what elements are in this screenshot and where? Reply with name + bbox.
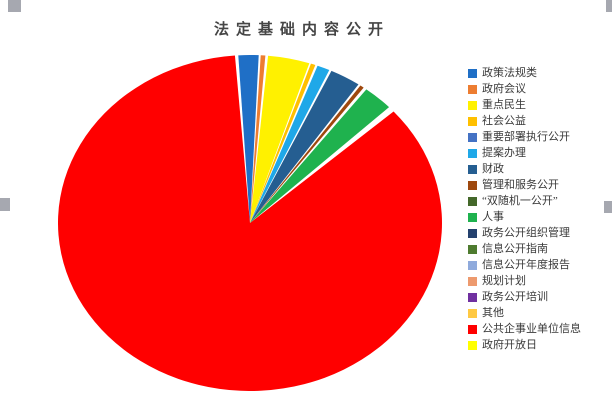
- pie-slice[interactable]: [250, 89, 390, 223]
- legend-swatch-icon: [468, 180, 477, 190]
- selection-handle-middle-right[interactable]: [604, 201, 612, 213]
- pie-slice[interactable]: [58, 55, 442, 391]
- pie-slice[interactable]: [250, 85, 364, 223]
- selection-handle-middle-left[interactable]: [0, 198, 10, 211]
- legend-swatch-icon: [468, 308, 477, 318]
- pie-slice[interactable]: [250, 55, 310, 224]
- legend-swatch-icon: [468, 324, 477, 334]
- legend-item[interactable]: 政务公开组织管理: [468, 225, 581, 241]
- legend-item[interactable]: 重要部署执行公开: [468, 129, 581, 145]
- legend-label: 财政: [482, 162, 504, 175]
- legend-swatch-icon: [468, 340, 477, 350]
- pie-slice[interactable]: [238, 55, 259, 223]
- legend-item[interactable]: 公共企事业单位信息: [468, 321, 581, 337]
- legend-swatch-icon: [468, 164, 477, 174]
- legend-label: 政务公开组织管理: [482, 226, 570, 239]
- pie-slice[interactable]: [250, 65, 330, 223]
- selection-handle-top-left[interactable]: [8, 0, 21, 12]
- legend-item[interactable]: 政府会议: [468, 81, 581, 97]
- legend-label: “双随机一公开”: [482, 194, 558, 207]
- legend-label: 重要部署执行公开: [482, 130, 570, 143]
- pie-slice[interactable]: [250, 55, 266, 223]
- legend-label: 信息公开年度报告: [482, 258, 570, 271]
- legend-item[interactable]: 政府开放日: [468, 337, 581, 353]
- legend-label: 社会公益: [482, 114, 526, 127]
- legend-swatch-icon: [468, 116, 477, 126]
- legend-swatch-icon: [468, 196, 477, 206]
- legend-item[interactable]: 其他: [468, 305, 581, 321]
- pie-slice[interactable]: [250, 70, 359, 224]
- legend-label: 公共企事业单位信息: [482, 322, 581, 335]
- legend-swatch-icon: [468, 260, 477, 270]
- legend-label: 管理和服务公开: [482, 178, 559, 191]
- legend-swatch-icon: [468, 132, 477, 142]
- legend-swatch-icon: [468, 212, 477, 222]
- legend-label: 政务公开培训: [482, 290, 548, 303]
- pie-chart[interactable]: [58, 55, 442, 391]
- legend-swatch-icon: [468, 244, 477, 254]
- selection-handle-top-right[interactable]: [606, 0, 612, 12]
- legend-swatch-icon: [468, 148, 477, 158]
- legend-item[interactable]: 提案办理: [468, 145, 581, 161]
- legend-label: 人事: [482, 210, 504, 223]
- legend-item[interactable]: 人事: [468, 209, 581, 225]
- legend-label: 其他: [482, 306, 504, 319]
- legend-swatch-icon: [468, 68, 477, 78]
- legend-item[interactable]: 社会公益: [468, 113, 581, 129]
- legend-label: 政策法规类: [482, 66, 537, 79]
- legend-item[interactable]: 重点民生: [468, 97, 581, 113]
- legend-label: 政府开放日: [482, 338, 537, 351]
- legend-label: 信息公开指南: [482, 242, 548, 255]
- legend-label: 提案办理: [482, 146, 526, 159]
- pie-slice[interactable]: [250, 63, 316, 223]
- legend-label: 规划计划: [482, 274, 526, 287]
- legend-item[interactable]: 政策法规类: [468, 65, 581, 81]
- legend-swatch-icon: [468, 100, 477, 110]
- legend-swatch-icon: [468, 84, 477, 94]
- legend-item[interactable]: 财政: [468, 161, 581, 177]
- legend-swatch-icon: [468, 292, 477, 302]
- legend-item[interactable]: 政务公开培训: [468, 289, 581, 305]
- chart-legend: 政策法规类政府会议重点民生社会公益重要部署执行公开 提案办理财政管理和服务公开 “双…: [468, 65, 581, 353]
- chart-title: 法定基础内容公开: [213, 22, 390, 38]
- legend-item[interactable]: 管理和服务公开: [468, 177, 581, 193]
- legend-label: 政府会议: [482, 82, 526, 95]
- legend-item[interactable]: 信息公开年度报告: [468, 257, 581, 273]
- legend-item[interactable]: 规划计划: [468, 273, 581, 289]
- legend-item[interactable]: “双随机一公开”: [468, 193, 581, 209]
- legend-swatch-icon: [468, 228, 477, 238]
- legend-item[interactable]: 信息公开指南: [468, 241, 581, 257]
- legend-swatch-icon: [468, 276, 477, 286]
- legend-label: 重点民生: [482, 98, 526, 111]
